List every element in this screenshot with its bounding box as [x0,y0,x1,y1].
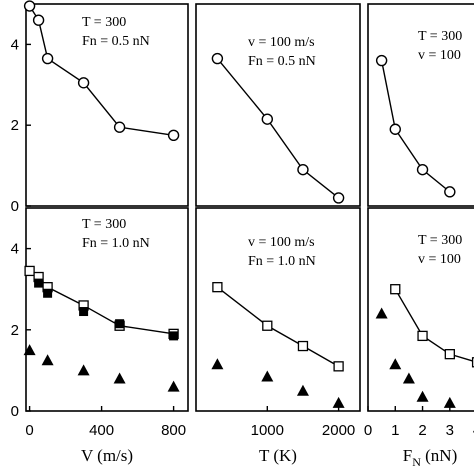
y-tick-label: 0 [11,403,19,420]
y-tick-label: 2 [11,322,19,339]
series-line [216,58,340,199]
x-tick-label: 0 [25,422,33,439]
panel-top-left: 0 2 4 T = 300 Fn = 0.5 nN [11,0,189,215]
data-point-filled-triangle [416,390,429,402]
data-point-open-circle [32,14,45,26]
x-axis-label: V (m/s) [81,446,133,465]
y-tick-label: 2 [11,117,19,134]
data-point-open-circle [261,113,274,125]
panel-top-middle: v = 100 m/s Fn = 0.5 nN [195,3,361,207]
panel-annotation: Fn = 0.5 nN [248,54,316,69]
y-tick-label: 4 [11,36,19,53]
data-point-open-circle [23,0,36,12]
data-point-filled-triangle [23,344,36,356]
data-point-open-circle [211,52,224,65]
panel-annotation: v = 100 m/s [248,235,315,250]
data-point-filled-triangle [296,384,309,396]
x-tick-label: 400 [89,422,114,439]
x-axis-label: T (K) [259,446,297,465]
x-axis-label-subscript: N [412,455,421,469]
x-axis-label-unit: (nN) [421,446,457,465]
data-point-filled-triangle [113,372,126,384]
x-tick-label: 800 [161,422,186,439]
panel-annotation: Fn = 1.0 nN [248,254,316,269]
data-point-filled-square [43,288,53,298]
data-point-filled-triangle [443,396,456,408]
data-point-filled-square [169,331,179,341]
series-line [216,286,339,367]
x-tick-label: 4 [473,422,474,439]
x-tick-label: 0 [364,422,372,439]
data-point-filled-triangle [375,307,388,319]
data-point-open-square [471,357,474,368]
panel-frame [25,3,189,207]
panel-annotation: T = 300 [418,29,462,44]
panel-frame [195,3,361,207]
panel-annotation: v = 100 [418,252,461,267]
series-line [380,60,451,193]
panel-annotation: Fn = 0.5 nN [82,34,150,49]
data-point-open-circle [113,121,126,133]
panel-frame [367,207,474,412]
x-tick-label: 2 [418,422,426,439]
data-point-open-circle [332,192,345,204]
data-point-filled-triangle [402,372,415,384]
data-point-open-square [262,320,273,331]
panel-annotation: Fn = 1.0 nN [82,236,150,251]
data-point-filled-triangle [332,396,345,408]
x-tick-label: 1 [391,422,399,439]
data-point-open-square [212,282,223,293]
data-point-filled-triangle [211,358,224,370]
x-tick-label: 3 [446,422,454,439]
panel-annotation: T = 300 [82,217,126,232]
data-point-open-square [24,265,35,277]
data-point-open-circle [416,163,429,176]
data-point-open-circle [389,123,401,135]
data-point-filled-square [115,319,125,329]
data-point-open-circle [41,52,54,65]
panel-bottom-right: 0 1 2 3 4 FN (nN) T = 300 v = 100 [364,207,474,469]
x-tick-label: 2000 [322,422,355,439]
data-point-filled-triangle [77,364,90,376]
data-point-open-circle [77,77,90,89]
y-tick-label: 4 [11,241,19,258]
data-point-open-square [297,340,309,352]
panel-annotation: v = 100 m/s [248,35,315,50]
data-point-filled-triangle [389,358,402,370]
data-point-open-square [390,284,401,295]
data-point-filled-square [79,307,89,317]
panel-annotation: v = 100 [418,48,461,63]
panel-bottom-middle: 1000 2000 T (K) v = 100 m/s Fn = 1.0 nN [195,207,361,465]
panel-frame [25,207,189,412]
panel-frame [195,207,361,412]
panel-annotation: T = 300 [418,233,462,248]
data-point-open-circle [375,54,388,67]
data-point-open-circle [444,186,456,198]
data-point-filled-square [34,278,44,288]
y-tick-label: 0 [11,198,19,215]
data-point-open-square [333,361,344,372]
data-point-open-square [444,349,455,360]
panel-annotation: T = 300 [82,15,126,30]
series-line [29,270,174,335]
series-line [394,288,474,363]
data-point-filled-triangle [261,370,274,382]
data-point-open-circle [167,129,180,142]
x-axis-label: FN (nN) [403,446,458,469]
panel-top-right: T = 300 v = 100 [367,3,474,207]
data-point-filled-triangle [167,380,180,392]
panel-bottom-left: 0 2 4 0 400 800 V (m/s) T = 300 Fn = 1.0 nN [11,207,189,465]
data-point-open-square [417,330,428,342]
data-point-filled-triangle [41,354,54,366]
data-point-open-circle [297,163,309,176]
x-tick-label: 1000 [251,422,284,439]
panel-frame [367,3,474,207]
